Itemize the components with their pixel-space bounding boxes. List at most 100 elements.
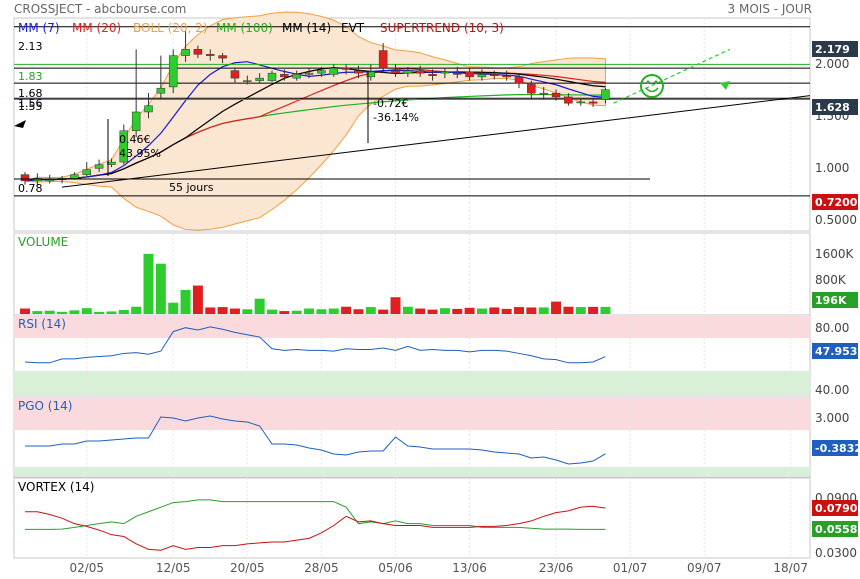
left-level-155: 1.55 [18, 100, 43, 113]
volume-bar [81, 308, 92, 314]
legend-item: MM (14) [282, 21, 331, 35]
candle-body [292, 74, 301, 79]
volume-bar [192, 285, 203, 314]
candle-body [453, 72, 462, 75]
volume-bar [291, 310, 302, 314]
volume-bar [551, 301, 562, 314]
candle-body [576, 101, 585, 104]
rsi-overbought-zone [14, 316, 810, 338]
candle-body [107, 161, 116, 165]
volume-bar [32, 311, 43, 314]
volume-bar [316, 309, 327, 314]
volume-current-label-bg [812, 292, 858, 308]
candle-body [131, 111, 141, 132]
gain-percent: 43.95% [119, 147, 161, 160]
candle-body [502, 75, 511, 78]
volume-axis-tick: 800K [815, 273, 847, 287]
volume-bar [378, 309, 389, 314]
smiley-icon [640, 74, 664, 98]
candle-body [465, 71, 474, 78]
rsi-axis-tick: 80.00 [815, 321, 849, 335]
volume-bar [180, 289, 191, 314]
candle-body [341, 67, 351, 70]
candle-body [403, 70, 413, 74]
candle-body [193, 49, 203, 55]
volume-bar [390, 297, 401, 314]
volume-bar [328, 308, 339, 314]
candle-body [230, 70, 240, 79]
legend-item: BOLL (20, 2) [133, 21, 208, 35]
rsi-axis-tick: 40.00 [815, 383, 849, 397]
candle-body [415, 70, 425, 74]
volume-bar [44, 310, 55, 314]
ma-14-line [24, 66, 606, 182]
x-axis-tick: 18/07 [773, 561, 808, 575]
candle-body [304, 72, 314, 75]
volume-bar [526, 307, 537, 314]
legend-item: MM (100) [216, 21, 273, 35]
loss-value: -0.72€ [373, 97, 408, 110]
candle-body [94, 164, 104, 169]
volume-bar [575, 307, 586, 314]
candle-body [551, 92, 561, 98]
vortex-minus-label: 0.0790 [815, 502, 858, 515]
volume-bar [57, 311, 68, 314]
candle-body [119, 130, 129, 163]
x-axis-tick: 05/06 [378, 561, 413, 575]
candle-body [564, 96, 573, 104]
forecast-arrow-head [720, 81, 730, 90]
volume-bar [131, 306, 142, 314]
price-axis-tick: 0.5000 [815, 213, 857, 227]
smiley-mouth-icon [645, 87, 659, 93]
vortex-minus-line [25, 505, 606, 551]
candle-body [378, 50, 388, 69]
x-axis-tick: 02/05 [69, 561, 104, 575]
candle-body [601, 89, 610, 100]
pgo-current-label: -0.3832 [815, 442, 860, 455]
gain-value: 0.46€ [119, 133, 151, 146]
candle-body [33, 178, 42, 182]
volume-bar [600, 306, 611, 314]
volume-bar [229, 308, 240, 314]
ma-7-line [24, 61, 606, 182]
x-axis-tick: 20/05 [230, 561, 265, 575]
x-axis-tick: 09/07 [687, 561, 722, 575]
pgo-oversold-zone [14, 467, 810, 476]
volume-bar [341, 306, 352, 314]
price-axis-tick: 1.000 [815, 161, 849, 175]
vortex-title: VORTEX (14) [18, 480, 95, 494]
candle-body [539, 92, 548, 95]
candle-body [477, 74, 487, 78]
volume-bar [489, 307, 500, 314]
candle-body [181, 49, 190, 56]
candle-body [391, 70, 400, 74]
price-current-label-bg [812, 99, 858, 115]
volume-bar [69, 310, 80, 314]
price-axis-tick: 2.000 [815, 57, 849, 71]
pgo-axis-tick: 3.000 [815, 411, 849, 425]
rsi-oversold-zone [14, 371, 810, 394]
candle-body [82, 169, 91, 175]
candle-body [428, 74, 437, 76]
price-lower-label: 0.7200 [815, 196, 858, 209]
candle-body [354, 70, 363, 74]
volume-bar [217, 307, 228, 314]
forecast-arrow [613, 48, 731, 104]
volume-bar [501, 308, 512, 314]
price-upper-label: 2.179 [815, 43, 850, 56]
stock-title: CROSSJECT - abcbourse.com [14, 2, 187, 16]
volume-bar [143, 253, 154, 314]
legend-item: MM (20) [72, 21, 121, 35]
legend-item: MM (7) [18, 21, 60, 35]
rsi-title: RSI (14) [18, 317, 66, 331]
candle-body [440, 71, 450, 74]
vortex-minus-label-bg [812, 500, 858, 516]
volume-bar [538, 307, 549, 314]
volume-axis-tick: 1600K [815, 247, 855, 261]
candle-body [45, 179, 54, 182]
candle-body [168, 55, 178, 88]
candle-body [514, 76, 524, 84]
x-axis-tick: 12/05 [156, 561, 191, 575]
volume-bar [365, 307, 376, 314]
rsi-current-label: 47.953 [815, 345, 857, 358]
